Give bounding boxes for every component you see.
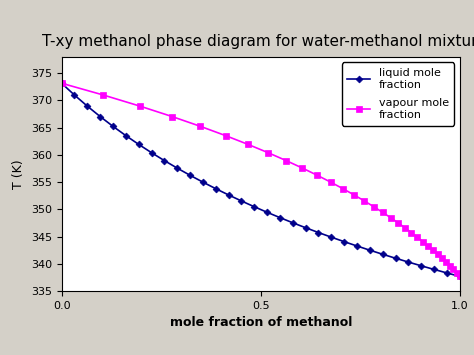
Y-axis label: T (K): T (K)	[12, 159, 25, 189]
vapour mole
fraction	[414, 235, 420, 239]
vapour mole
fraction	[388, 215, 393, 220]
liquid mole
fraction	[187, 173, 193, 178]
vapour mole
fraction	[223, 133, 228, 138]
vapour mole
fraction	[443, 260, 449, 264]
liquid mole
fraction	[444, 271, 450, 275]
liquid mole
fraction	[457, 274, 463, 279]
vapour mole
fraction	[314, 173, 320, 178]
vapour mole
fraction	[439, 256, 445, 260]
vapour mole
fraction	[409, 230, 414, 235]
liquid mole
fraction	[84, 104, 90, 108]
liquid mole
fraction	[354, 244, 360, 248]
liquid mole
fraction	[136, 142, 142, 147]
vapour mole
fraction	[435, 252, 440, 256]
liquid mole
fraction	[328, 235, 334, 239]
vapour mole
fraction	[395, 221, 401, 225]
liquid mole
fraction	[110, 124, 116, 129]
liquid mole
fraction	[303, 226, 309, 230]
liquid mole
fraction	[123, 133, 128, 138]
liquid mole
fraction	[367, 248, 373, 252]
vapour mole
fraction	[100, 93, 106, 97]
liquid mole
fraction	[406, 260, 411, 264]
liquid mole
fraction	[251, 204, 257, 209]
Line: liquid mole
fraction: liquid mole fraction	[59, 81, 462, 279]
liquid mole
fraction	[72, 93, 77, 97]
liquid mole
fraction	[162, 158, 167, 163]
vapour mole
fraction	[450, 267, 456, 272]
vapour mole
fraction	[447, 264, 453, 268]
vapour mole
fraction	[283, 158, 289, 163]
liquid mole
fraction	[277, 215, 283, 220]
vapour mole
fraction	[402, 226, 408, 230]
liquid mole
fraction	[341, 240, 347, 244]
vapour mole
fraction	[420, 240, 426, 244]
vapour mole
fraction	[362, 199, 367, 203]
vapour mole
fraction	[245, 142, 251, 147]
vapour mole
fraction	[371, 204, 377, 209]
vapour mole
fraction	[457, 274, 463, 279]
vapour mole
fraction	[351, 193, 357, 197]
liquid mole
fraction	[264, 210, 270, 214]
liquid mole
fraction	[174, 166, 180, 170]
liquid mole
fraction	[316, 230, 321, 235]
vapour mole
fraction	[265, 151, 271, 155]
vapour mole
fraction	[137, 104, 143, 108]
vapour mole
fraction	[59, 81, 64, 85]
liquid mole
fraction	[380, 252, 385, 256]
vapour mole
fraction	[380, 210, 385, 214]
liquid mole
fraction	[97, 114, 103, 119]
vapour mole
fraction	[340, 187, 346, 191]
liquid mole
fraction	[149, 151, 155, 155]
vapour mole
fraction	[430, 248, 436, 252]
Line: vapour mole
fraction: vapour mole fraction	[59, 81, 463, 279]
liquid mole
fraction	[290, 221, 296, 225]
vapour mole
fraction	[454, 271, 459, 275]
X-axis label: mole fraction of methanol: mole fraction of methanol	[170, 316, 352, 329]
vapour mole
fraction	[169, 114, 175, 119]
liquid mole
fraction	[59, 81, 64, 85]
Text: T-xy methanol phase diagram for water-methanol mixture: T-xy methanol phase diagram for water-me…	[42, 34, 474, 49]
vapour mole
fraction	[198, 124, 203, 129]
vapour mole
fraction	[425, 244, 431, 248]
liquid mole
fraction	[200, 180, 206, 184]
liquid mole
fraction	[238, 199, 244, 203]
liquid mole
fraction	[213, 187, 219, 191]
vapour mole
fraction	[300, 166, 305, 170]
Legend: liquid mole
fraction, vapour mole
fraction: liquid mole fraction, vapour mole fracti…	[342, 62, 454, 126]
liquid mole
fraction	[226, 193, 231, 197]
liquid mole
fraction	[419, 264, 424, 268]
liquid mole
fraction	[393, 256, 399, 260]
vapour mole
fraction	[328, 180, 334, 184]
liquid mole
fraction	[431, 267, 437, 272]
